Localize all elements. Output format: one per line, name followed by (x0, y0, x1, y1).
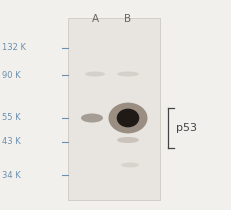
Text: 34 K: 34 K (2, 171, 21, 180)
Ellipse shape (109, 103, 148, 133)
Ellipse shape (117, 137, 139, 143)
Text: A: A (91, 14, 99, 24)
Text: p53: p53 (176, 123, 197, 133)
Ellipse shape (81, 113, 103, 122)
Text: 43 K: 43 K (2, 138, 21, 147)
Text: B: B (125, 14, 132, 24)
Ellipse shape (121, 163, 139, 168)
Text: 132 K: 132 K (2, 43, 26, 52)
Text: 90 K: 90 K (2, 71, 21, 80)
Ellipse shape (85, 71, 105, 76)
Bar (68, 18, 160, 200)
Ellipse shape (117, 71, 139, 76)
Ellipse shape (117, 109, 139, 127)
Text: 55 K: 55 K (2, 113, 21, 122)
